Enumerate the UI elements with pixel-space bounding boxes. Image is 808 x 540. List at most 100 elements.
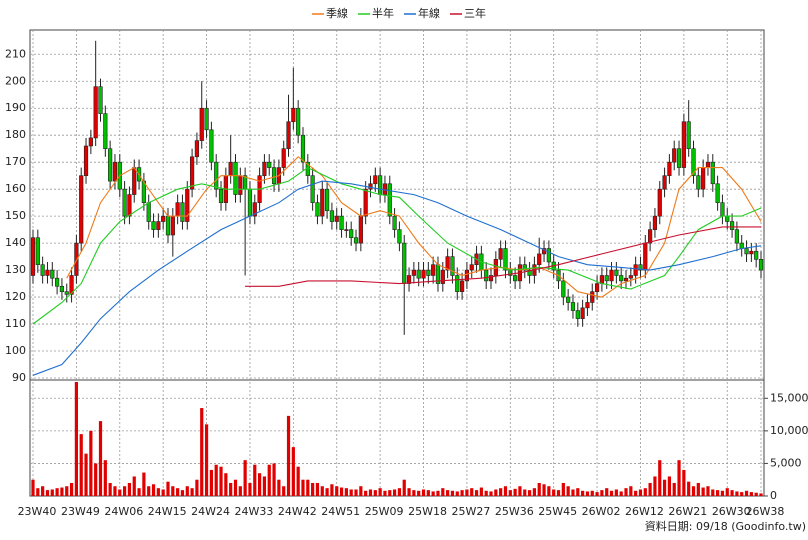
candle-body (537, 253, 542, 265)
candle-body (122, 188, 127, 217)
volume-bar (204, 424, 209, 496)
volume-bar (36, 488, 40, 496)
candle-body (406, 275, 412, 284)
volume-bar (581, 490, 585, 496)
candle-body (165, 215, 171, 236)
candle-body (522, 264, 527, 271)
volume-bar (171, 486, 175, 496)
volume-bar (118, 489, 122, 496)
volume-bar (417, 490, 421, 496)
volume-bar (658, 460, 662, 496)
candle-body (715, 183, 720, 203)
volume-bar (407, 488, 411, 496)
candle-body (594, 283, 600, 292)
x-tick-label: 24W33 (235, 505, 274, 518)
volume-bar (561, 482, 565, 496)
volume-bar (282, 486, 286, 496)
candle-body (373, 175, 378, 185)
candle-body (623, 277, 629, 282)
candle-body (657, 188, 662, 217)
candle-body (170, 215, 175, 236)
candle-body (469, 264, 474, 271)
candle-body (484, 269, 489, 282)
volume-bar (344, 488, 348, 496)
x-tick-label: 26W30 (712, 505, 751, 518)
volume-bar (421, 489, 426, 496)
volume-bar (696, 482, 700, 496)
volume-bar (253, 464, 257, 496)
volume-bar (677, 460, 681, 496)
y-tick-label: 160 (5, 182, 26, 195)
volume-bar (209, 469, 213, 496)
candle-body (513, 275, 518, 282)
candle-body (710, 161, 715, 185)
volume-bar (98, 421, 103, 496)
candle-body (431, 264, 436, 276)
candle-body (638, 264, 643, 271)
volume-bar (79, 434, 83, 496)
volume-bar (532, 488, 537, 496)
volume-bar (648, 482, 652, 496)
candle-body (252, 202, 257, 217)
candle-body (459, 280, 465, 292)
plot-frame (29, 29, 765, 497)
candle-body (204, 107, 209, 131)
volume-bar (123, 486, 127, 496)
volume-bar (436, 490, 440, 496)
candle-body (214, 161, 219, 190)
volume-bar (233, 479, 238, 496)
volume-bar (364, 490, 368, 496)
volume-bar (465, 489, 469, 496)
candle-body (310, 175, 315, 203)
volume-bar (513, 488, 517, 496)
candle-body (619, 275, 624, 282)
x-tick-label: 26W02 (582, 505, 621, 518)
y-tick-label: 100 (5, 344, 26, 357)
volume-bar (667, 476, 671, 496)
candle-body (112, 161, 118, 182)
x-tick-label: 25W09 (365, 505, 404, 518)
candle-body (64, 291, 69, 295)
candle-body (329, 210, 335, 222)
y2-tick-label: 5,000 (770, 456, 802, 469)
volume-bar (720, 490, 725, 496)
volume-bar (537, 482, 541, 496)
candle-body (725, 215, 730, 222)
candle-body (74, 242, 79, 276)
volume-bar (349, 489, 353, 496)
candle-body (83, 145, 89, 176)
candle-body (575, 310, 580, 319)
volume-bar (45, 490, 50, 496)
candle-body (387, 183, 392, 217)
candle-body (349, 229, 354, 239)
y-tick-label: 170 (5, 155, 26, 168)
candle-body (209, 129, 214, 163)
volume-bar (190, 488, 194, 496)
candle-body (527, 269, 532, 276)
volume-bar (542, 484, 546, 496)
candle-body (151, 221, 156, 230)
volume-bar (272, 463, 276, 496)
candle-body (421, 269, 426, 279)
volume-bar (388, 490, 392, 496)
candle-body (98, 86, 103, 114)
x-tick-label: 25W27 (451, 505, 490, 518)
candle-body (271, 167, 277, 185)
x-tick-label: 23W40 (18, 505, 57, 518)
volume-bar (518, 486, 522, 496)
candle-body (50, 269, 55, 279)
candle-body (739, 242, 744, 249)
volume-bar (600, 490, 604, 496)
x-tick-label: 25W36 (495, 505, 534, 518)
candle-body (334, 215, 339, 222)
volume-bar (474, 490, 479, 496)
volume-bar (89, 430, 93, 496)
candle-body (402, 242, 407, 284)
candle-body (392, 215, 397, 230)
volume-bar (185, 486, 189, 496)
moving-average-line (32, 166, 762, 325)
volume-bar (378, 488, 382, 496)
volume-bar (682, 469, 686, 496)
candle-body (464, 269, 470, 282)
volume-bar (224, 473, 228, 496)
